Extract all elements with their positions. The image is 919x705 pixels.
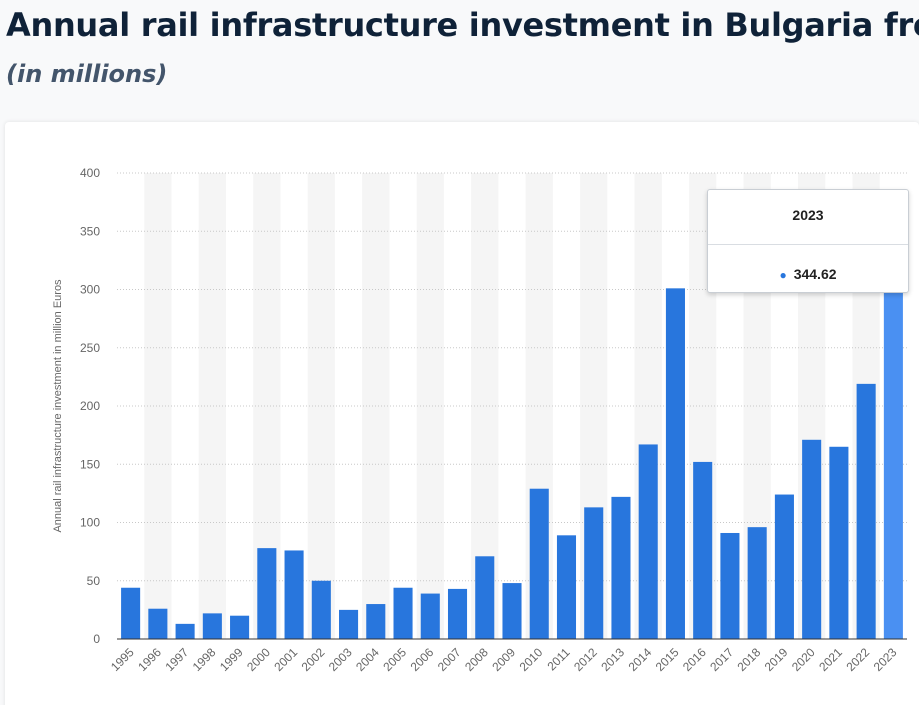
x-tick-label: 2011	[544, 645, 572, 673]
x-tick-label: 2021	[816, 645, 845, 674]
bar-2018[interactable]	[747, 527, 767, 639]
bar-2019[interactable]	[774, 494, 794, 639]
bar-2020[interactable]	[802, 439, 822, 639]
bar-2010[interactable]	[529, 488, 549, 639]
bar-2006[interactable]	[420, 593, 440, 639]
y-axis-ticks: 0 50 100 150 200 250 300 350 400	[80, 166, 100, 646]
x-tick-label: 2008	[462, 645, 491, 674]
bar-2011[interactable]	[556, 535, 577, 639]
x-tick-label: 2020	[789, 645, 818, 674]
y-tick-label: 100	[80, 516, 100, 530]
x-tick-label: 2009	[489, 645, 518, 674]
bar-2004[interactable]	[366, 604, 386, 639]
y-axis-label: Annual rail infrastructure investment in…	[52, 279, 64, 533]
x-tick-label: 2006	[408, 645, 437, 674]
y-tick-label: 400	[80, 166, 100, 180]
x-tick-label: 2013	[598, 645, 627, 674]
bar-1995[interactable]	[121, 587, 141, 639]
x-axis-ticks: 1995199619971998199920002001200220032004…	[108, 645, 900, 674]
x-tick-label: 2014	[626, 645, 655, 674]
bar-2003[interactable]	[339, 609, 359, 639]
bar-2017[interactable]	[720, 532, 740, 639]
x-tick-label: 2004	[353, 645, 382, 674]
x-tick-label: 2010	[517, 645, 546, 674]
x-tick-label: 1997	[162, 645, 191, 674]
y-tick-label: 350	[80, 224, 100, 238]
bar-2021[interactable]	[829, 446, 849, 639]
x-tick-label: 2001	[271, 645, 300, 674]
bar-2002[interactable]	[311, 580, 331, 639]
bar-2014[interactable]	[638, 444, 658, 639]
bar-2012[interactable]	[584, 507, 604, 639]
x-tick-label: 1995	[108, 645, 137, 674]
tooltip-value-row: ● 344.62	[708, 266, 908, 282]
page-subtitle: (in millions)	[6, 60, 168, 88]
bar-2007[interactable]	[447, 588, 468, 639]
x-tick-label: 2018	[735, 645, 764, 674]
data-tooltip: 2023 ● 344.62	[707, 189, 909, 293]
page-title: Annual rail infrastructure investment in…	[6, 6, 919, 44]
x-tick-label: 2012	[571, 645, 600, 674]
y-tick-label: 0	[93, 632, 100, 646]
bar-1996[interactable]	[148, 608, 168, 639]
column-band	[144, 173, 172, 639]
y-tick-label: 250	[80, 341, 100, 355]
x-tick-label: 2007	[435, 645, 464, 674]
bar-1997[interactable]	[175, 623, 195, 639]
column-band	[198, 173, 226, 639]
bullet-dot-icon: ●	[779, 268, 787, 282]
tooltip-category: 2023	[792, 207, 824, 223]
x-tick-label: 2002	[299, 645, 328, 674]
x-tick-label: 1999	[217, 645, 246, 674]
x-tick-label: 2016	[680, 645, 709, 674]
x-tick-label: 2017	[707, 645, 736, 674]
bar-2013[interactable]	[611, 496, 631, 639]
tooltip-divider	[708, 244, 908, 245]
bar-2009[interactable]	[502, 583, 522, 639]
bar-2023[interactable]	[883, 237, 903, 639]
x-tick-label: 2019	[762, 645, 791, 674]
x-tick-label: 2005	[380, 645, 409, 674]
x-tick-label: 2000	[244, 645, 273, 674]
bar-1998[interactable]	[202, 613, 222, 639]
x-tick-label: 2003	[326, 645, 355, 674]
y-tick-label: 150	[80, 457, 100, 471]
tooltip-value: 344.62	[793, 266, 837, 282]
y-tick-label: 300	[80, 283, 100, 297]
x-tick-label: 1998	[190, 645, 219, 674]
bar-2008[interactable]	[475, 556, 495, 639]
bars	[121, 237, 903, 639]
bar-2000[interactable]	[257, 548, 277, 639]
x-tick-label: 2015	[653, 645, 682, 674]
x-tick-label: 2022	[843, 645, 872, 674]
x-tick-label: 2023	[871, 645, 900, 674]
x-tick-label: 1996	[135, 645, 164, 674]
column-band	[416, 173, 444, 639]
bar-1999[interactable]	[230, 615, 250, 639]
bar-2015[interactable]	[665, 288, 685, 639]
bar-2022[interactable]	[856, 383, 876, 639]
y-tick-label: 200	[80, 399, 100, 413]
y-tick-label: 50	[87, 574, 101, 588]
bar-2005[interactable]	[393, 587, 413, 639]
bar-2001[interactable]	[284, 550, 304, 639]
bar-2016[interactable]	[693, 461, 713, 639]
